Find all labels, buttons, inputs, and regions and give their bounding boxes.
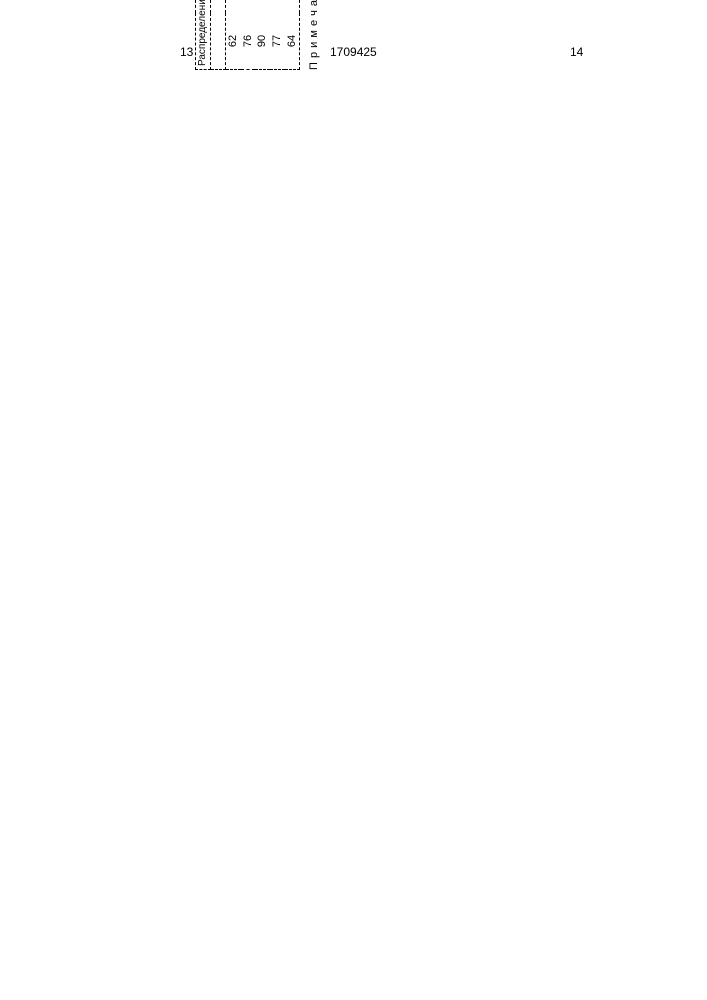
cell: 72	[226, 0, 241, 13]
group-label-row: гр.I гр. II гр. III гр.IV	[210, 0, 226, 70]
cell: 107	[270, 0, 285, 13]
cell: 113	[255, 0, 270, 13]
cell: 76	[241, 13, 256, 70]
group-label-1: гр.I	[210, 0, 226, 70]
cell: 101	[241, 0, 256, 13]
table-row: 76 101 109 98 72 1040 700 640 700 1040 0…	[241, 0, 256, 70]
patent-number: 1709425	[330, 45, 377, 59]
cell: 72	[285, 0, 300, 13]
section-header-row: Распределение освещенности на установке …	[196, 0, 211, 70]
page-num-right: 14	[570, 45, 583, 59]
section-header-1: Распределение освещенности на установке …	[196, 0, 211, 70]
table-row: 62 72 83 71 60 1160 1040 880 1040 1160 0…	[226, 0, 241, 70]
table-container: Распределение освещенности на установке …	[195, 0, 320, 70]
cell: 90	[255, 13, 270, 70]
cell: 62	[226, 13, 241, 70]
illumination-table: Распределение освещенности на установке …	[195, 0, 300, 70]
table-row: 64 72 81 69 58 1160 1040 880 1040 1160 0…	[285, 0, 300, 70]
cell: 77	[270, 13, 285, 70]
page-num-left: 13	[180, 45, 193, 59]
table-row: 90 113 116 110 85 940 680 520 680 940 0,…	[255, 0, 270, 70]
table-row: 77 107 108 105 71 1040 700 640 700 1040 …	[270, 0, 285, 70]
cell: 64	[285, 13, 300, 70]
footnote: П р и м е ч а н и е. Освещенность дана в…	[300, 0, 320, 70]
